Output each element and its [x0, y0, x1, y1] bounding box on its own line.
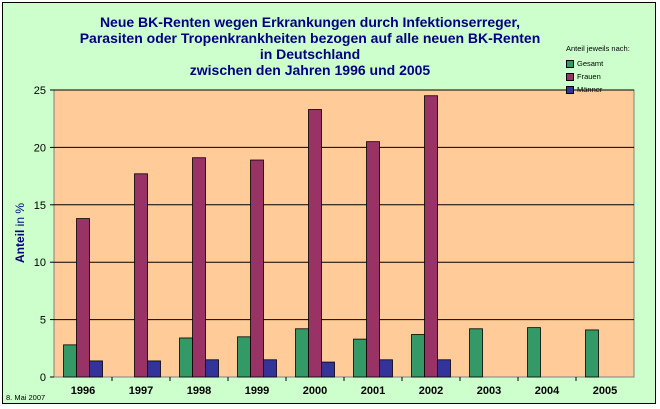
x-tick-label-2002: 2002: [419, 385, 443, 397]
legend-item-frauen: Frauen: [566, 70, 654, 83]
title-line-1: Neue BK-Renten wegen Erkrankungen durch …: [99, 14, 521, 30]
bar-gesamt-1996: [63, 344, 77, 378]
bar-mnner-2001: [379, 359, 393, 378]
legend-swatch-maenner: [566, 85, 574, 94]
legend-item-gesamt: Gesamt: [566, 57, 654, 70]
y-tick-label-15: 15: [34, 200, 46, 212]
legend-swatch-gesamt: [566, 59, 574, 68]
x-tick-label-2005: 2005: [593, 385, 617, 397]
bar-frauen-1998: [192, 157, 206, 378]
gridlines: [54, 89, 634, 321]
bar-frauen-1999: [250, 159, 264, 378]
bar-gesamt-2000: [295, 328, 309, 378]
bar-frauen-1997: [134, 173, 148, 378]
bar-frauen-2001: [366, 141, 380, 378]
title-line-3: in Deutschland: [259, 46, 361, 62]
legend-label-maenner: Männer: [577, 85, 603, 94]
bar-gesamt-2001: [353, 338, 367, 378]
x-tick-label-1997: 1997: [129, 385, 153, 397]
title-line-2: Parasiten oder Tropenkrankheiten bezogen…: [79, 30, 541, 46]
x-tick-label-2001: 2001: [361, 385, 385, 397]
x-tick-label-2000: 2000: [303, 385, 327, 397]
bar-frauen-1996: [76, 218, 90, 378]
bar-frauen-2002: [424, 95, 438, 378]
bar-mnner-2002: [437, 359, 451, 378]
y-tick-label-5: 5: [40, 315, 46, 327]
bar-mnner-1997: [147, 360, 161, 378]
bar-mnner-1999: [263, 359, 277, 378]
legend-swatch-frauen: [566, 72, 574, 81]
bar-gesamt-2003: [469, 328, 483, 378]
bar-gesamt-2002: [411, 334, 425, 378]
chart-title: Neue BK-Renten wegen Erkrankungen durch …: [40, 14, 580, 78]
x-tick-label-1999: 1999: [245, 385, 269, 397]
legend-item-maenner: Männer: [566, 83, 654, 96]
title-line-4: zwischen den Jahren 1996 und 2005: [189, 62, 431, 78]
y-axis-label: Anteil in %: [13, 203, 27, 263]
date-footnote: 8. Mai 2007: [6, 393, 46, 402]
legend: Anteil jeweils nach: Gesamt Frauen Männe…: [566, 44, 654, 96]
bar-gesamt-1999: [237, 336, 251, 378]
bar-frauen-2000: [308, 109, 322, 378]
bar-mnner-1998: [205, 359, 219, 378]
bar-gesamt-2004: [527, 327, 541, 378]
bar-mnner-1996: [89, 360, 103, 378]
y-axis-ticks: 0 5 10 15 20 25: [34, 85, 54, 384]
x-tick-label-1996: 1996: [71, 385, 95, 397]
x-tick-label-2004: 2004: [535, 385, 560, 397]
x-tick-label-2003: 2003: [477, 385, 501, 397]
y-tick-label-20: 20: [34, 142, 46, 154]
y-tick-label-25: 25: [34, 85, 46, 97]
bar-mnner-2000: [321, 361, 335, 378]
legend-label-frauen: Frauen: [577, 72, 601, 81]
legend-label-gesamt: Gesamt: [577, 59, 604, 68]
bar-gesamt-2005: [585, 329, 599, 378]
y-tick-label-0: 0: [40, 372, 46, 384]
x-axis-ticks: 1996 1997 1998 1999 2000 2001 2002 2003 2004 2005: [71, 377, 617, 397]
y-axis-label-unit: in %: [13, 203, 27, 227]
y-axis-label-main: Anteil: [13, 230, 27, 263]
y-tick-label-10: 10: [34, 257, 46, 269]
legend-title: Anteil jeweils nach:: [566, 44, 630, 53]
bar-gesamt-1998: [179, 337, 193, 378]
x-tick-label-1998: 1998: [187, 385, 211, 397]
bars: [63, 95, 599, 378]
